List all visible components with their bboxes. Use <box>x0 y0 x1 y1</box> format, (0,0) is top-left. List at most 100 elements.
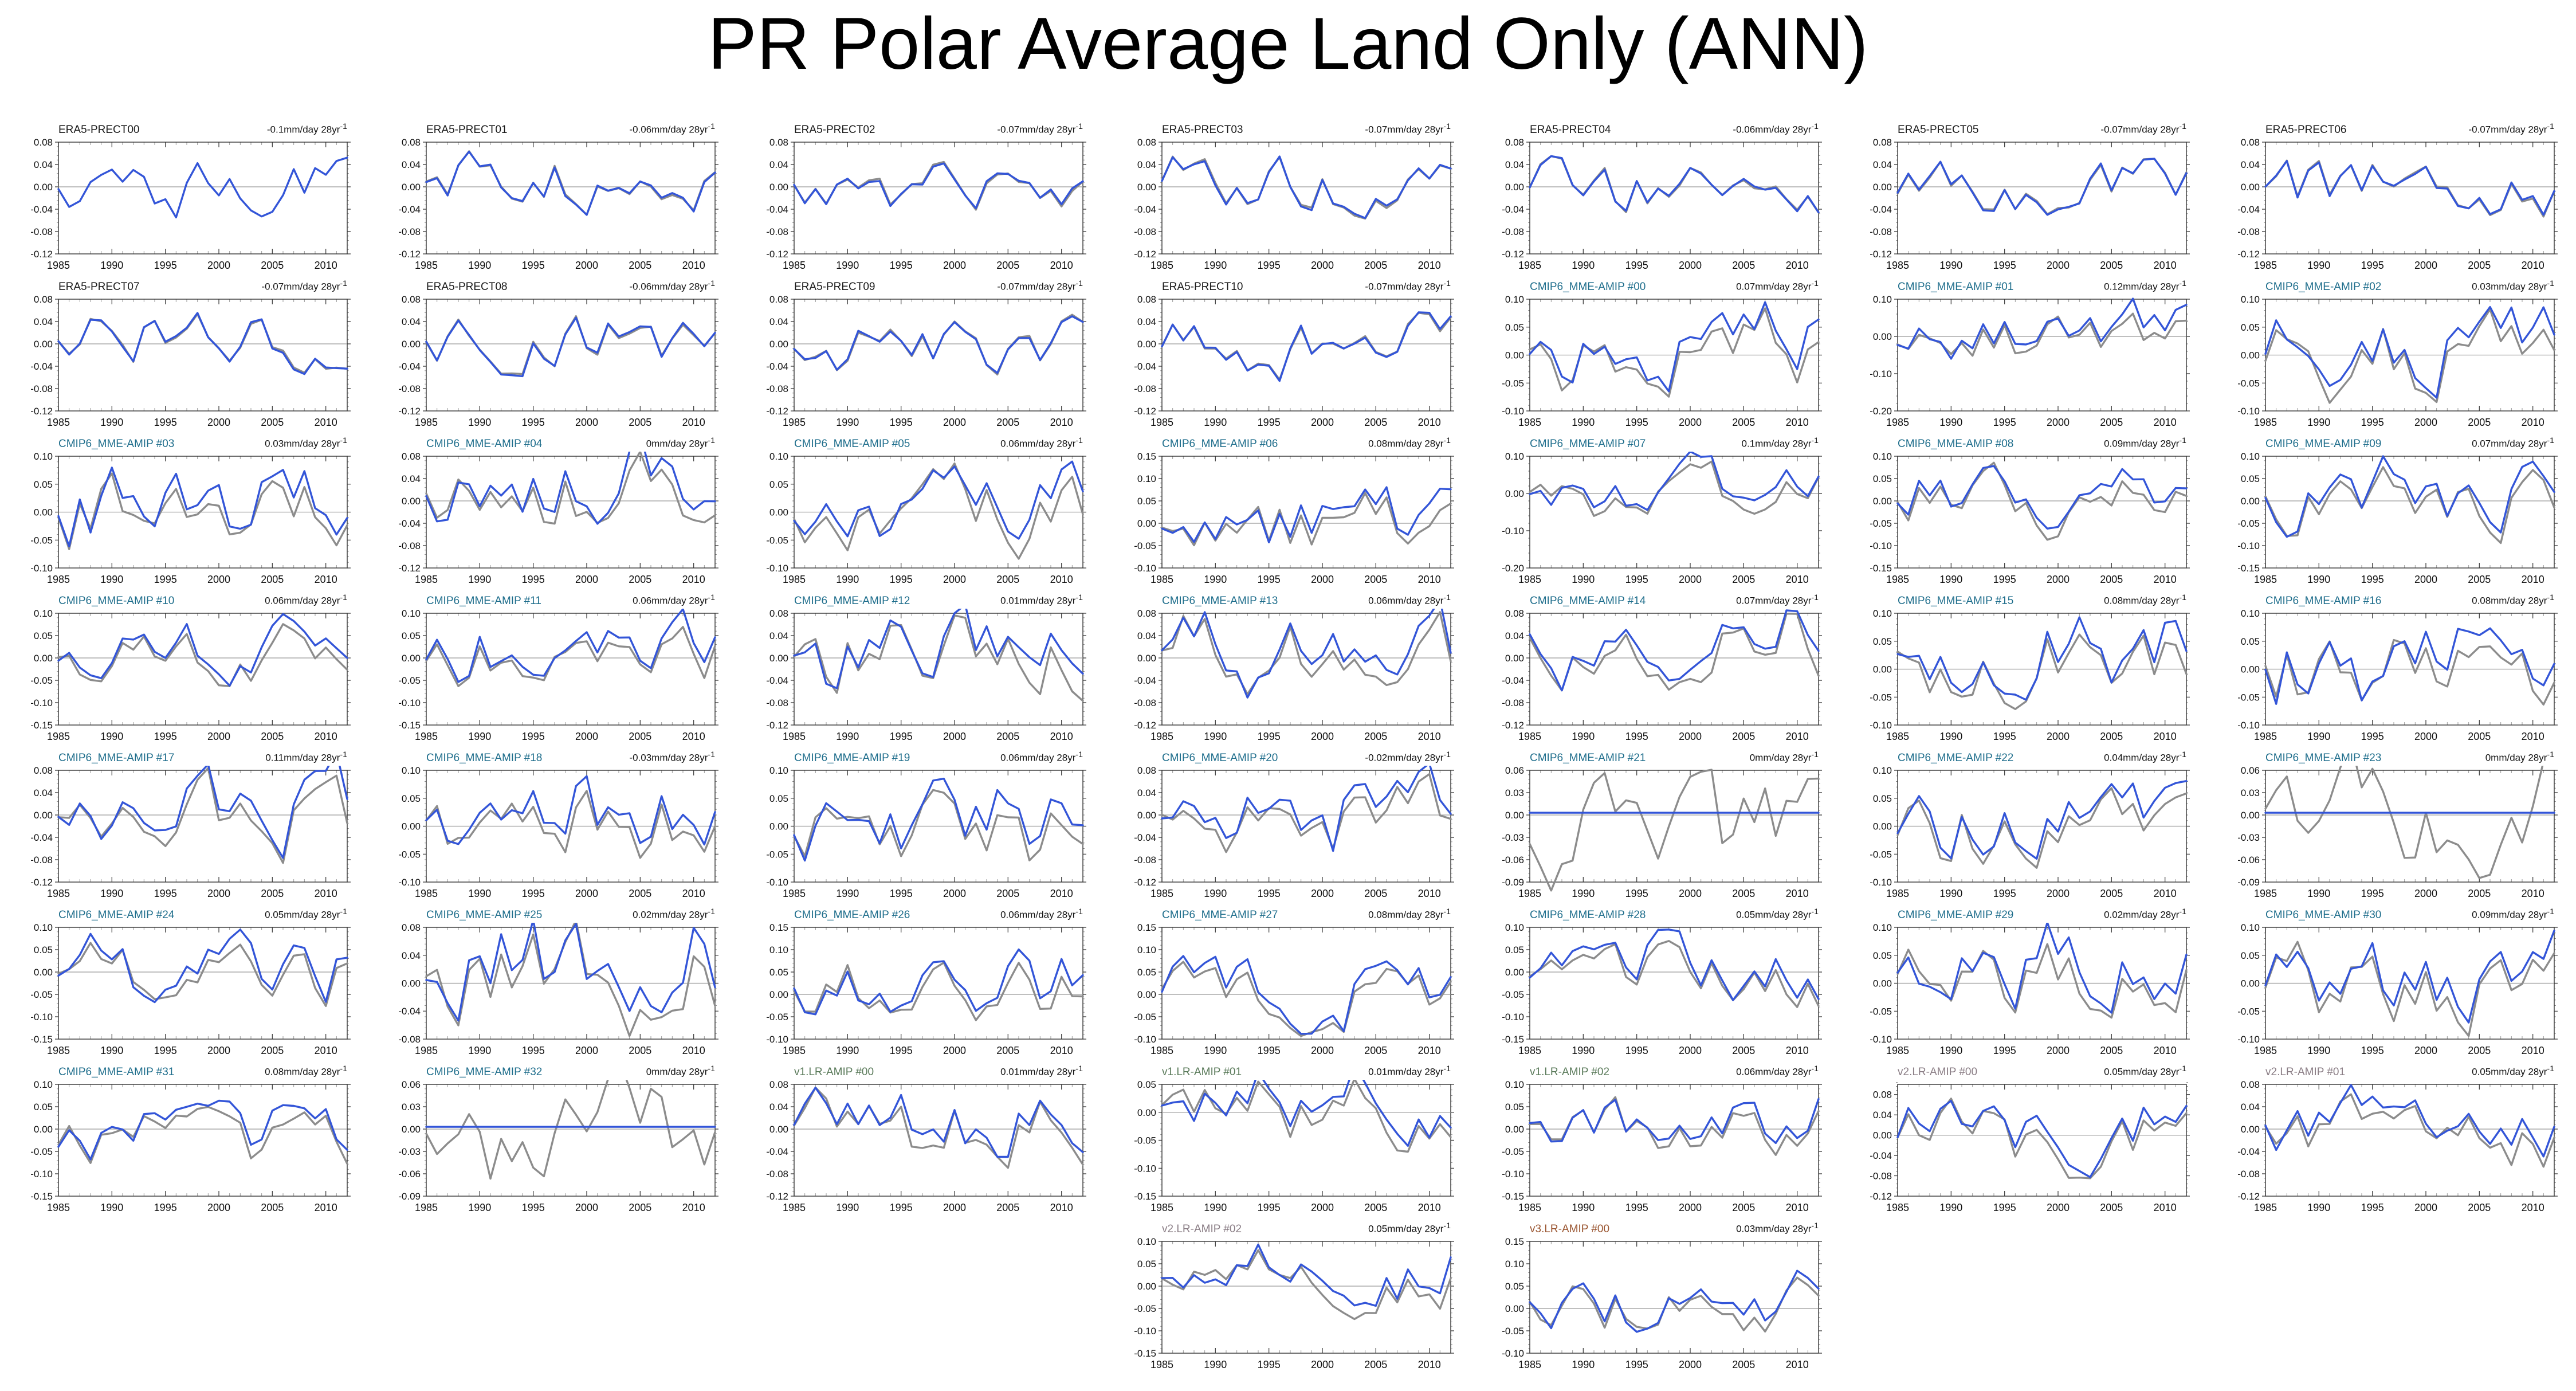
svg-text:-0.12: -0.12 <box>30 877 53 888</box>
svg-text:0.05: 0.05 <box>34 945 53 955</box>
svg-text:0.08: 0.08 <box>1137 766 1156 776</box>
svg-text:2010: 2010 <box>1050 1202 1073 1213</box>
svg-text:-0.08: -0.08 <box>766 1169 788 1180</box>
svg-text:2000: 2000 <box>2047 417 2070 428</box>
svg-text:0.00: 0.00 <box>34 1124 53 1135</box>
svg-text:1990: 1990 <box>1204 1359 1227 1370</box>
svg-text:0.05: 0.05 <box>2241 950 2260 961</box>
svg-text:2010: 2010 <box>1786 574 1809 585</box>
svg-text:0.00: 0.00 <box>1873 978 1892 989</box>
svg-text:1985: 1985 <box>1886 731 1909 742</box>
svg-text:-0.04: -0.04 <box>1134 361 1156 372</box>
svg-text:2000: 2000 <box>943 1202 966 1213</box>
svg-text:-0.05: -0.05 <box>30 535 53 546</box>
svg-text:-0.12: -0.12 <box>766 406 788 417</box>
svg-text:-0.12: -0.12 <box>1134 406 1156 417</box>
svg-text:-0.03: -0.03 <box>2237 832 2260 843</box>
svg-text:1985: 1985 <box>1886 417 1909 428</box>
svg-text:0.08: 0.08 <box>402 295 421 305</box>
svg-text:-0.08: -0.08 <box>1870 226 1892 237</box>
svg-text:-0.08: -0.08 <box>766 383 788 394</box>
svg-text:-0.05: -0.05 <box>1502 1146 1524 1157</box>
svg-text:0.00: 0.00 <box>402 978 421 989</box>
svg-text:0.10: 0.10 <box>1505 452 1524 462</box>
svg-text:0.08: 0.08 <box>1873 138 1892 148</box>
svg-text:0.00: 0.00 <box>34 339 53 350</box>
svg-text:2005: 2005 <box>2468 574 2491 585</box>
svg-text:-0.04: -0.04 <box>30 204 53 215</box>
svg-text:-0.04: -0.04 <box>766 361 788 372</box>
svg-text:0.00: 0.00 <box>1505 967 1524 978</box>
svg-text:-0.10: -0.10 <box>30 1012 53 1022</box>
svg-text:0.00: 0.00 <box>1873 331 1892 342</box>
svg-text:2010: 2010 <box>1418 888 1441 899</box>
svg-text:-0.10: -0.10 <box>2237 1034 2260 1045</box>
svg-text:0.04: 0.04 <box>402 159 421 170</box>
svg-text:2005: 2005 <box>996 888 1019 899</box>
svg-text:-0.04: -0.04 <box>1502 675 1524 686</box>
svg-text:-0.10: -0.10 <box>1134 1163 1156 1174</box>
svg-text:-0.15: -0.15 <box>1502 1191 1524 1202</box>
svg-text:-0.04: -0.04 <box>1502 204 1524 215</box>
svg-text:1990: 1990 <box>836 417 859 428</box>
svg-text:2000: 2000 <box>943 260 966 271</box>
svg-text:2010: 2010 <box>1050 574 1073 585</box>
svg-text:1995: 1995 <box>1993 1202 2016 1213</box>
svg-text:-0.04: -0.04 <box>30 832 53 843</box>
svg-text:2000: 2000 <box>207 417 230 428</box>
svg-text:-0.05: -0.05 <box>1502 1326 1524 1337</box>
svg-text:-0.05: -0.05 <box>1134 1135 1156 1146</box>
svg-text:0.15: 0.15 <box>769 923 788 933</box>
svg-text:1990: 1990 <box>2307 731 2330 742</box>
svg-text:-0.05: -0.05 <box>2237 1006 2260 1017</box>
svg-text:2000: 2000 <box>2414 417 2437 428</box>
svg-text:0.03: 0.03 <box>2241 787 2260 798</box>
svg-text:-0.12: -0.12 <box>766 720 788 731</box>
svg-text:2010: 2010 <box>1418 1045 1441 1056</box>
svg-text:0.10: 0.10 <box>1505 1080 1524 1090</box>
svg-text:-0.12: -0.12 <box>398 406 421 417</box>
svg-text:2005: 2005 <box>1732 260 1755 271</box>
svg-text:0.10: 0.10 <box>34 609 53 619</box>
svg-text:-0.10: -0.10 <box>1502 406 1524 417</box>
svg-text:1995: 1995 <box>522 731 545 742</box>
svg-text:1985: 1985 <box>47 417 70 428</box>
svg-text:1990: 1990 <box>468 574 491 585</box>
svg-text:2005: 2005 <box>1364 574 1387 585</box>
svg-text:2005: 2005 <box>1364 888 1387 899</box>
svg-text:1985: 1985 <box>47 1202 70 1213</box>
svg-text:2000: 2000 <box>943 888 966 899</box>
svg-text:0.15: 0.15 <box>1505 1237 1524 1247</box>
svg-text:-0.04: -0.04 <box>766 675 788 686</box>
svg-text:2010: 2010 <box>2154 1045 2177 1056</box>
svg-text:0.10: 0.10 <box>1137 945 1156 955</box>
svg-text:-0.12: -0.12 <box>1134 249 1156 260</box>
svg-text:0.00: 0.00 <box>34 810 53 821</box>
svg-text:2010: 2010 <box>2522 1045 2544 1056</box>
svg-text:1995: 1995 <box>1258 1359 1281 1370</box>
svg-text:0.00: 0.00 <box>402 339 421 350</box>
svg-text:0.10: 0.10 <box>1873 766 1892 776</box>
svg-text:1985: 1985 <box>415 888 438 899</box>
svg-text:2010: 2010 <box>2154 574 2177 585</box>
svg-text:-0.04: -0.04 <box>766 204 788 215</box>
svg-text:2000: 2000 <box>207 574 230 585</box>
svg-text:-0.12: -0.12 <box>1502 720 1524 731</box>
svg-text:-0.08: -0.08 <box>398 383 421 394</box>
svg-text:1990: 1990 <box>836 574 859 585</box>
svg-text:2000: 2000 <box>943 731 966 742</box>
svg-text:2000: 2000 <box>1679 888 1702 899</box>
svg-text:1985: 1985 <box>783 574 806 585</box>
svg-text:-0.15: -0.15 <box>1870 563 1892 574</box>
svg-text:-0.10: -0.10 <box>30 698 53 708</box>
svg-text:0.00: 0.00 <box>2241 182 2260 193</box>
svg-text:1995: 1995 <box>2361 417 2384 428</box>
svg-text:0.00: 0.00 <box>2241 496 2260 507</box>
svg-text:-0.08: -0.08 <box>2237 226 2260 237</box>
svg-text:1995: 1995 <box>1258 574 1281 585</box>
svg-text:0.00: 0.00 <box>1137 989 1156 1000</box>
svg-text:1990: 1990 <box>1939 260 1962 271</box>
svg-text:0.15: 0.15 <box>1137 923 1156 933</box>
svg-text:1985: 1985 <box>1150 888 1173 899</box>
svg-text:-0.12: -0.12 <box>2237 249 2260 260</box>
